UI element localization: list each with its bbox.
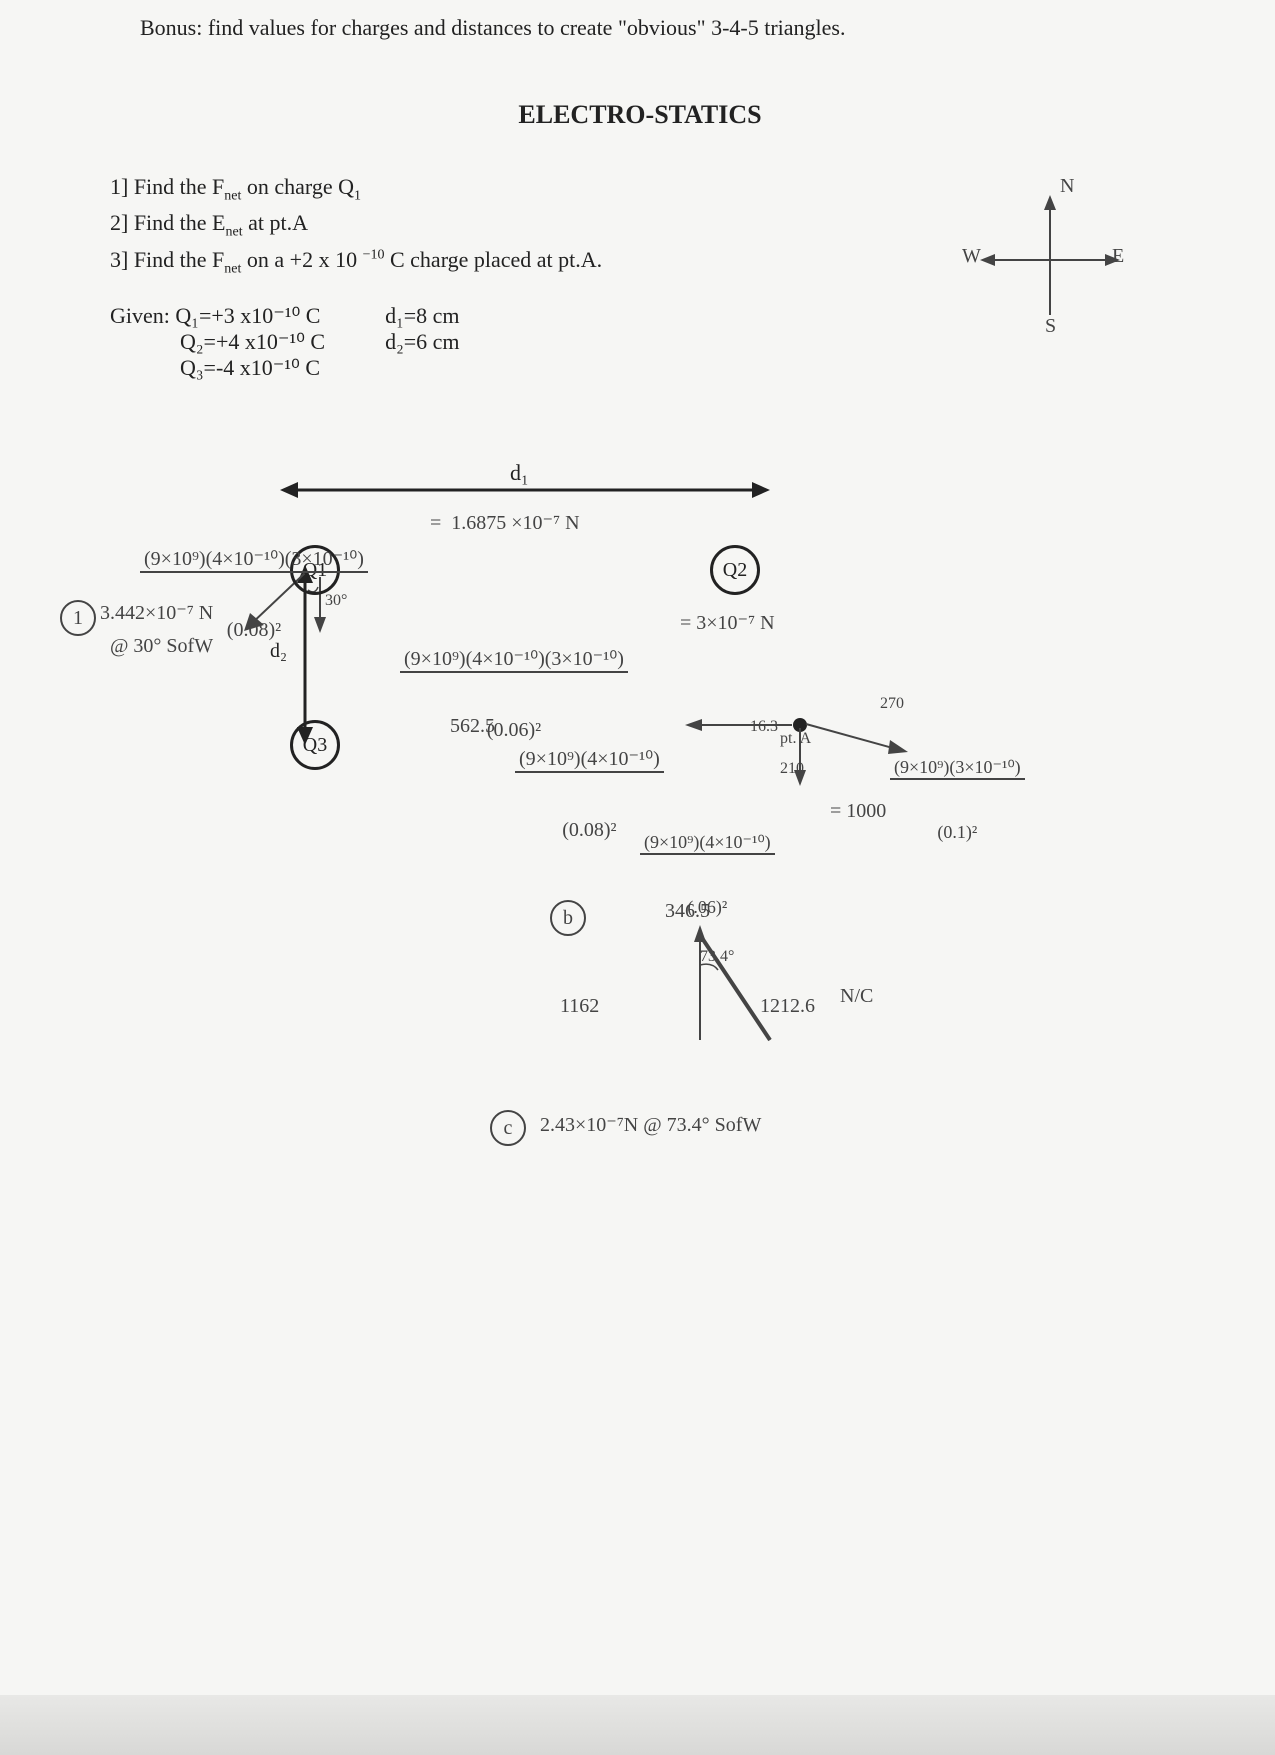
compass-w: W — [962, 245, 981, 268]
calc-5-eq: = 1000 — [830, 800, 886, 823]
calc-2-eq: = 3×10⁻⁷ N — [680, 610, 775, 635]
calc-1-eq: = 1.6875 ×10⁻⁷ N — [430, 510, 580, 535]
node-q2: Q2 — [710, 545, 760, 595]
b-angle: 73.4° — [700, 948, 734, 966]
b-unit: N/C — [840, 985, 873, 1008]
calc-3-lead: 562.5 — [450, 715, 495, 738]
calc-4: (9×10⁹)(3×10⁻¹⁰) (0.1)² — [890, 715, 1025, 885]
answer-1-circle: 1 — [60, 600, 96, 636]
answer-1-dir: @ 30° SofW — [110, 635, 213, 658]
part-b-circle: b — [550, 900, 586, 936]
arrow-left-val: 16.3 — [750, 718, 778, 736]
page-title: ELECTRO-STATICS — [110, 100, 1170, 130]
bonus-text: Bonus: find values for charges and dista… — [140, 15, 845, 41]
arrow-down-val: 210 — [780, 760, 804, 778]
calc-1: (9×10⁹)(4×10⁻¹⁰)(3×10⁻¹⁰) (0.08)² — [140, 500, 368, 688]
c-value: 2.43×10⁻⁷N @ 73.4° SofW — [540, 1112, 761, 1137]
compass-rose: N S E W — [970, 180, 1130, 340]
calc-4-eq: 270 — [880, 695, 904, 713]
compass-n: N — [1060, 175, 1074, 198]
b-right: 1212.6 — [760, 995, 815, 1018]
node-q3: Q3 — [290, 720, 340, 770]
d1-label: d₁ — [510, 460, 529, 486]
b-left: 1162 — [560, 995, 599, 1018]
page-shadow — [0, 1695, 1275, 1755]
compass-e: E — [1112, 245, 1124, 268]
b-top: 346.5 — [665, 900, 710, 923]
part-c-circle: c — [490, 1110, 526, 1146]
answer-1-value: 3.442×10⁻⁷ N — [100, 600, 213, 625]
compass-s: S — [1045, 315, 1056, 338]
